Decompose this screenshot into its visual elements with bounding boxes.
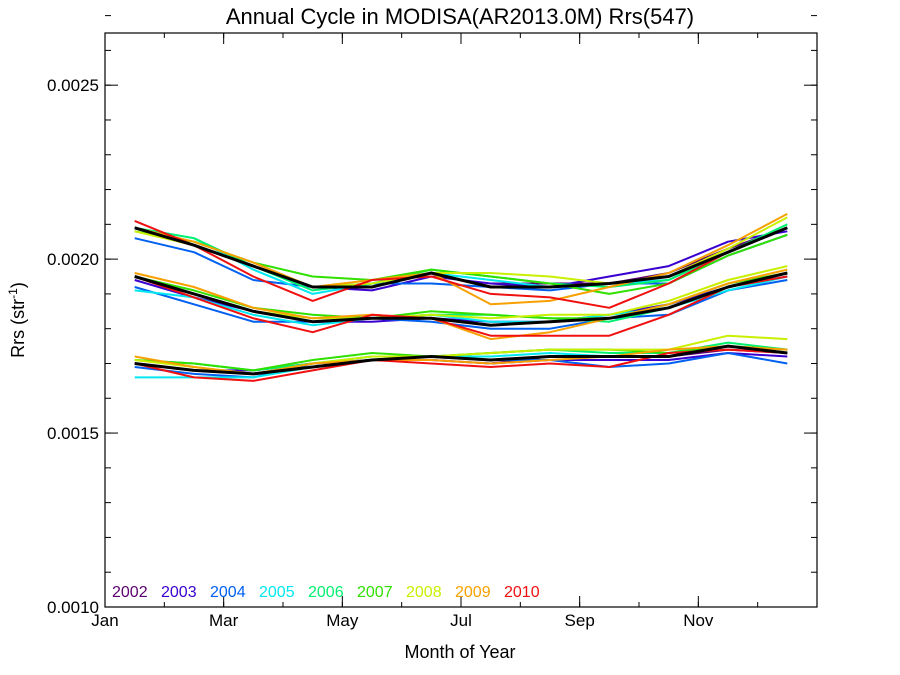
- mean-layer: [134, 226, 788, 376]
- y-axis-label: Rrs (str-1): [6, 282, 28, 358]
- series-layer: [134, 213, 788, 382]
- chart-title: Annual Cycle in MODISA(AR2013.0M) Rrs(54…: [226, 4, 694, 29]
- mean-line-3: [134, 344, 788, 376]
- y-axis-label-close: ): [8, 282, 28, 288]
- legend-label-2008: 2008: [406, 584, 442, 601]
- legend-label-2005: 2005: [259, 584, 295, 601]
- y-tick-label: 0.0010: [47, 598, 99, 617]
- legend-label-2003: 2003: [161, 584, 197, 601]
- x-axis-label: Month of Year: [404, 642, 515, 662]
- series-line-2005-1: [134, 226, 788, 295]
- legend-label-2002: 2002: [112, 584, 148, 601]
- y-tick-labels: 0.0010 0.0015 0.0020 0.0025: [47, 76, 99, 617]
- x-tick-label: Nov: [683, 611, 714, 630]
- legend: 2002 2003 2004 2005 2006 2007 2008 2009 2010: [112, 584, 540, 601]
- legend-label-2006: 2006: [308, 584, 344, 601]
- series-line-2010-1: [134, 219, 788, 309]
- x-tick-label: Jan: [91, 611, 118, 630]
- axis-ticks: [104, 15, 818, 608]
- x-tick-label: Mar: [209, 611, 239, 630]
- mean-line-2: [134, 271, 788, 327]
- plot-area: [104, 15, 818, 608]
- y-tick-label: 0.0020: [47, 250, 99, 269]
- y-axis-label-main: Rrs (str: [8, 299, 28, 358]
- series-line-2002-1: [490, 226, 788, 285]
- series-line-2009-2: [134, 268, 788, 341]
- legend-label-2007: 2007: [357, 584, 393, 601]
- legend-label-2010: 2010: [504, 584, 540, 601]
- series-line-2010-2: [134, 275, 788, 337]
- y-tick-label: 0.0025: [47, 76, 99, 95]
- legend-label-2009: 2009: [455, 584, 491, 601]
- legend-label-2004: 2004: [210, 584, 246, 601]
- y-axis-label-superscript: -1: [6, 288, 20, 299]
- x-tick-label: Sep: [565, 611, 595, 630]
- mean-line-1: [134, 226, 788, 289]
- y-tick-label: 0.0015: [47, 424, 99, 443]
- x-tick-label: Jul: [450, 611, 472, 630]
- x-tick-labels: Jan Mar May Jul Sep Nov: [91, 611, 714, 630]
- series-line-2010-3: [134, 348, 788, 382]
- series-line-2009-1: [134, 213, 788, 306]
- x-tick-label: May: [326, 611, 359, 630]
